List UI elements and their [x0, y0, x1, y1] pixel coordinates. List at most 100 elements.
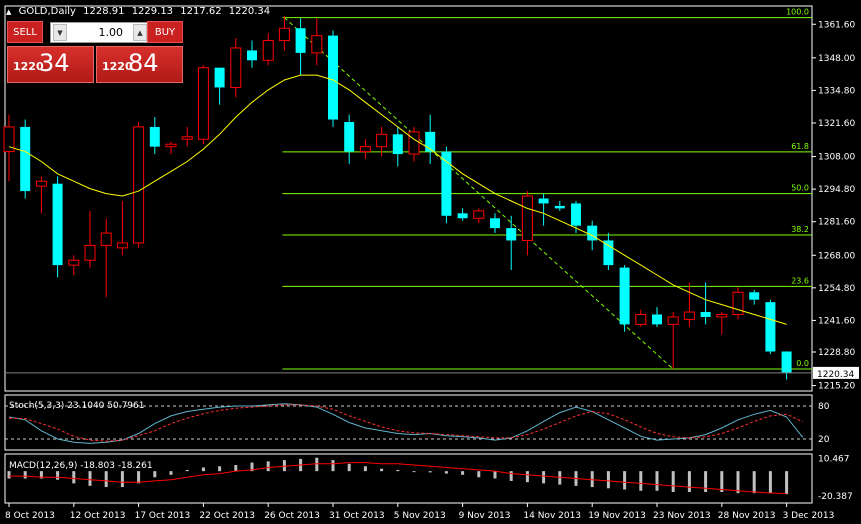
macd-bar	[623, 471, 627, 490]
macd-bar	[461, 471, 465, 475]
symbol-label: GOLD,Daily	[18, 6, 76, 17]
candle-body-bull	[376, 133, 388, 148]
macd-bar	[331, 460, 335, 472]
price-axis: 1361.60 1348.00 1334.80 1321.60 1308.00 1294.…	[5, 20, 859, 392]
time-tick-label: 31 Oct 2013	[329, 511, 385, 521]
candle-body-bull	[116, 242, 128, 249]
candle-body-bull	[262, 40, 274, 61]
candle-body-bear	[506, 228, 517, 241]
candle-body-bear	[20, 126, 31, 192]
volume-value[interactable]: 1.00	[98, 26, 124, 39]
buy-price-button[interactable]: 1220 84	[96, 46, 183, 83]
macd-bar	[720, 471, 724, 492]
macd-bar	[590, 471, 594, 488]
candle-body-bear	[392, 134, 403, 155]
candle-body-bull	[683, 311, 695, 320]
candle-body-bull	[635, 313, 647, 325]
candle-body-bull	[3, 126, 15, 153]
time-tick-label: 9 Nov 2013	[459, 511, 511, 521]
volume-increase-icon[interactable]: ▲	[133, 24, 147, 41]
macd-bar	[509, 471, 513, 481]
candle-body-bull	[408, 131, 420, 155]
price-tick-label: 1294.80	[818, 185, 855, 195]
sell-price-button[interactable]: 1220 34	[7, 46, 94, 83]
main-panel-border	[4, 5, 813, 392]
macd-bar	[736, 471, 740, 494]
time-tick-label: 3 Dec 2013	[783, 511, 835, 521]
stoch-level-label: 80	[818, 402, 830, 412]
fib-level-label: 38.2	[791, 225, 809, 234]
current-price-label: 1220.34	[817, 370, 854, 380]
candle-body-bull	[667, 316, 679, 325]
price-tick-label: 1254.80	[818, 284, 855, 294]
candle-body-bull	[100, 232, 112, 246]
candle-body-bear	[295, 28, 306, 53]
macd-bar	[606, 471, 610, 489]
macd-tick-label: -20.387	[818, 492, 853, 502]
candle-body-bear	[781, 351, 792, 373]
candle-body-bull	[84, 244, 96, 261]
low-value: 1217.62	[180, 6, 222, 17]
macd-bar	[396, 469, 400, 472]
fib-level-label: 0.0	[796, 359, 809, 368]
macd-signal-line	[9, 462, 787, 495]
time-tick-label: 17 Oct 2013	[135, 511, 191, 521]
macd-bar	[39, 471, 43, 479]
time-tick-label: 12 Oct 2013	[70, 511, 126, 521]
chart-header: ▲ GOLD,Daily 1228.91 1229.13 1217.62 122…	[6, 6, 274, 17]
macd-title: MACD(12,26,9) -18.803 -18.261	[9, 461, 153, 471]
candle-body-bull	[278, 27, 290, 42]
macd-bar	[282, 460, 286, 472]
stochastic-panel: 80 20	[5, 402, 830, 445]
time-tick-label: 23 Nov 2013	[653, 511, 711, 521]
candle-body-bear	[344, 121, 355, 152]
price-tick-label: 1308.00	[818, 153, 855, 163]
candle-body-bear	[214, 67, 225, 88]
candle-body-bull	[165, 143, 177, 148]
collapse-triangle-icon[interactable]: ▲	[6, 8, 12, 16]
price-tick-label: 1228.80	[818, 348, 855, 358]
macd-bar	[72, 471, 76, 484]
candle-body-bear	[490, 218, 500, 229]
macd-bar	[315, 457, 319, 472]
macd-bar	[704, 471, 708, 492]
macd-panel: 10.467 -20.387	[7, 454, 853, 502]
volume-input[interactable]: ▼ 1.00 ▲	[50, 22, 150, 43]
macd-bar	[153, 471, 157, 478]
buy-price-big: 84	[128, 49, 159, 77]
macd-bar	[120, 471, 124, 488]
macd-bar	[785, 471, 789, 495]
fib-level-label: 61.8	[791, 142, 809, 151]
sell-button[interactable]: SELL	[7, 21, 43, 43]
sell-price-small: 1220	[13, 60, 44, 73]
macd-bar	[639, 471, 643, 491]
price-tick-label: 1321.60	[818, 119, 855, 129]
candle-body-bull	[732, 291, 744, 315]
candle-body-bull	[359, 146, 371, 153]
macd-bar	[137, 471, 141, 484]
fib-level-label: 50.0	[791, 184, 809, 193]
macd-bar	[542, 471, 546, 484]
macd-bar	[104, 471, 108, 488]
macd-bar	[266, 461, 270, 472]
open-value: 1228.91	[83, 6, 125, 17]
macd-bar	[768, 471, 772, 494]
macd-bar	[428, 471, 432, 473]
macd-bar	[687, 471, 691, 492]
candle-body-bull	[35, 180, 47, 187]
candle-body-bear	[749, 292, 760, 300]
macd-tick-label: 10.467	[818, 454, 850, 464]
buy-button[interactable]: BUY	[147, 21, 183, 43]
fib-trend-line	[284, 17, 674, 370]
volume-decrease-icon[interactable]: ▼	[53, 24, 67, 41]
current-price-box	[813, 366, 859, 379]
macd-bar	[558, 471, 562, 485]
candle-body-bull	[133, 126, 145, 244]
candle-body-bull	[473, 210, 485, 219]
price-tick-label: 1215.20	[818, 382, 855, 392]
candle-body-bull	[716, 313, 728, 318]
macd-bar	[380, 468, 384, 472]
stoch-title: Stoch(5,3,3) 23.1040 50.7961	[9, 401, 144, 411]
candle-body-bear	[247, 50, 257, 61]
